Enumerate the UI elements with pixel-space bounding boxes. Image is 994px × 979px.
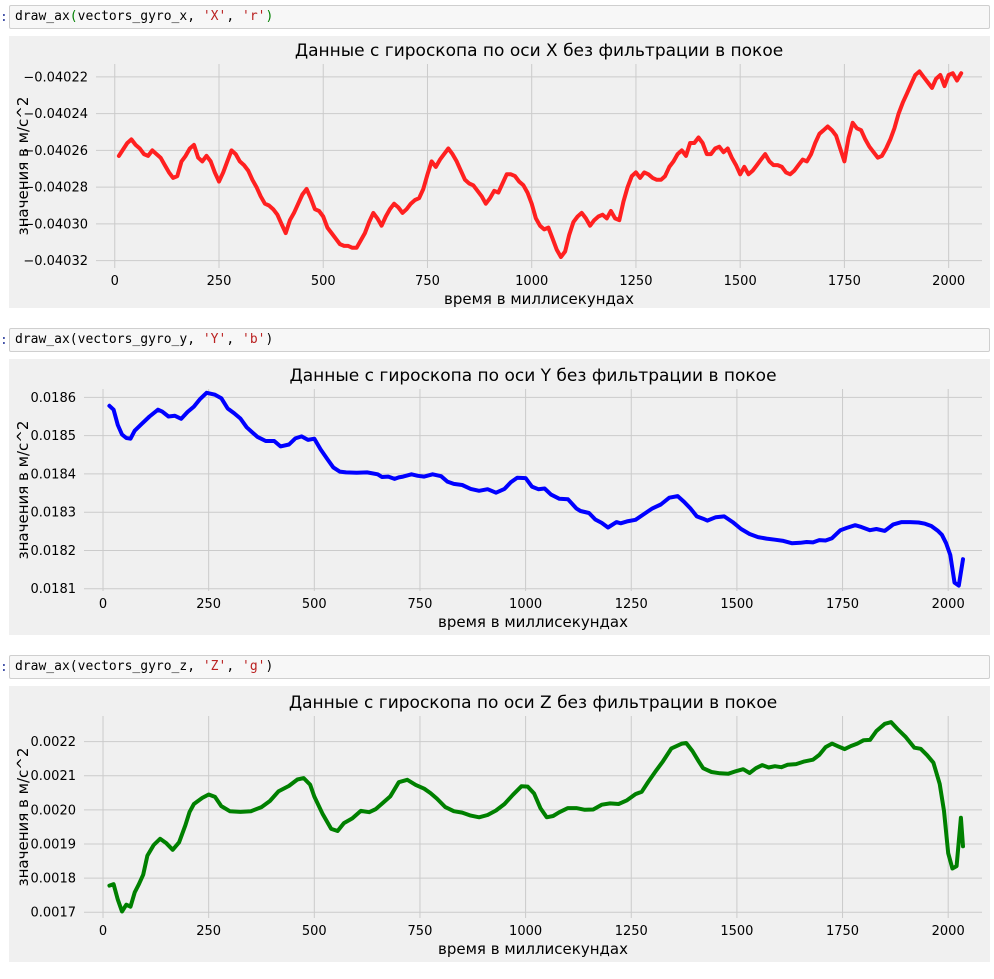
x-tick-label: 1750 [828,274,861,289]
x-tick-label: 1000 [515,274,548,289]
y-tick-label: 0.0019 [31,837,77,852]
code-open-paren: ( [69,659,78,674]
code-sep: , [187,659,203,674]
code-close-paren: ) [265,9,274,24]
code-axis-string: 'X' [202,9,227,24]
chart-title: Данные с гироскопа по оси Z без фильтрац… [289,693,777,713]
y-tick-label: 0.0181 [31,582,77,597]
code-axis-string: 'Y' [202,332,227,347]
code-arg: vectors_gyro_x [77,9,188,24]
code-axis-string: 'Z' [202,659,227,674]
code-cell-gyro-x[interactable]: draw_ax(vectors_gyro_x, 'X', 'r') [9,5,990,29]
chart-title: Данные с гироскопа по оси X без фильтрац… [295,41,783,61]
series-line [107,720,965,914]
code-cell-gyro-y[interactable]: draw_ax(vectors_gyro_y, 'Y', 'b') [9,328,990,352]
x-tick-label: 1250 [615,924,648,939]
y-tick-label: −0.04028 [23,181,88,196]
x-tick-label: 1500 [720,597,753,612]
code-arg: vectors_gyro_y [77,332,188,347]
code-func: draw_ax [15,9,70,24]
x-axis-label: время в миллисекундах [438,940,628,958]
x-tick-label: 750 [408,597,433,612]
figure-background [9,36,990,308]
chart-gyro-x: 0 250 500 750 1000 1250 1500 1750 2000 −0.04032 −0… [9,36,990,312]
x-tick-label: 1500 [720,924,753,939]
x-tick-label: 750 [415,274,440,289]
code-arg: vectors_gyro_z [77,659,188,674]
code-func: draw_ax [15,332,70,347]
y-tick-label: 0.0185 [31,429,77,444]
y-tick-label: 0.0022 [31,735,77,750]
cell-prompt: : [0,660,8,675]
chart-gyro-y: 0 250 500 750 1000 1250 1500 1750 2000 0.0181 0.01… [9,359,990,639]
series-line [107,390,965,588]
code-func: draw_ax [15,659,70,674]
x-axis-label: время в миллисекундах [438,613,628,631]
chart-svg: 0 250 500 750 1000 1250 1500 1750 2000 0.0017 0.00… [9,686,990,962]
figure-background [9,686,990,962]
x-tick-label: 250 [207,274,232,289]
chart-title: Данные с гироскопа по оси Y без фильтрац… [289,366,776,386]
y-tick-label: −0.04030 [23,217,88,232]
code-color-string: 'g' [242,659,266,674]
y-tick-label: 0.0017 [31,906,77,921]
y-tick-label: 0.0020 [31,803,77,818]
code-sep: , [226,332,242,347]
cell-prompt: : [0,10,8,25]
y-axis-label: значения в м/с^2 [14,421,32,560]
x-tick-label: 1250 [615,597,648,612]
code-close-paren: ) [265,659,274,674]
x-tick-label: 1750 [826,597,859,612]
series-line [116,69,964,259]
y-tick-label: −0.04032 [23,254,88,269]
y-tick-label: −0.04022 [23,70,88,85]
y-tick-label: 0.0018 [31,872,77,887]
x-tick-label: 1500 [724,274,757,289]
y-tick-label: −0.04026 [23,144,88,159]
code-open-paren: ( [69,9,78,24]
x-tick-label: 2000 [932,274,965,289]
cell-prompt: : [0,333,8,348]
y-axis-label: значения в м/с^2 [14,97,32,236]
x-tick-label: 2000 [932,597,965,612]
x-tick-label: 750 [408,924,433,939]
y-tick-label: 0.0182 [31,544,77,559]
code-sep: , [226,659,242,674]
code-color-string: 'b' [242,332,266,347]
x-tick-label: 250 [196,597,221,612]
x-tick-label: 500 [311,274,336,289]
chart-svg: 0 250 500 750 1000 1250 1500 1750 2000 0.0181 0.01… [9,359,990,635]
code-sep: , [187,9,203,24]
chart-gyro-z: 0 250 500 750 1000 1250 1500 1750 2000 0.0017 0.00… [9,686,990,966]
x-tick-label: 0 [99,597,107,612]
y-tick-label: 0.0184 [31,467,77,482]
x-tick-label: 0 [111,274,119,289]
y-tick-label: 0.0183 [31,506,77,521]
code-cell-gyro-z[interactable]: draw_ax(vectors_gyro_z, 'Z', 'g') [9,655,990,679]
x-tick-label: 1250 [619,274,652,289]
x-tick-label: 250 [196,924,221,939]
x-axis-label: время в миллисекундах [444,290,634,308]
code-open-paren: ( [69,332,78,347]
code-sep: , [187,332,203,347]
x-tick-label: 500 [302,924,327,939]
y-tick-label: 0.0021 [31,769,77,784]
x-tick-label: 0 [99,924,107,939]
x-tick-label: 1000 [509,924,542,939]
code-close-paren: ) [265,332,274,347]
x-tick-label: 2000 [932,924,965,939]
x-tick-label: 1000 [509,597,542,612]
code-sep: , [226,9,242,24]
y-tick-label: 0.0186 [31,391,77,406]
y-tick-label: −0.04024 [23,107,88,122]
y-axis-label: значения в м/с^2 [14,748,32,887]
x-tick-label: 500 [302,597,327,612]
chart-svg: 0 250 500 750 1000 1250 1500 1750 2000 −0.04032 −0… [9,36,990,308]
code-color-string: 'r' [242,9,266,24]
x-tick-label: 1750 [826,924,859,939]
